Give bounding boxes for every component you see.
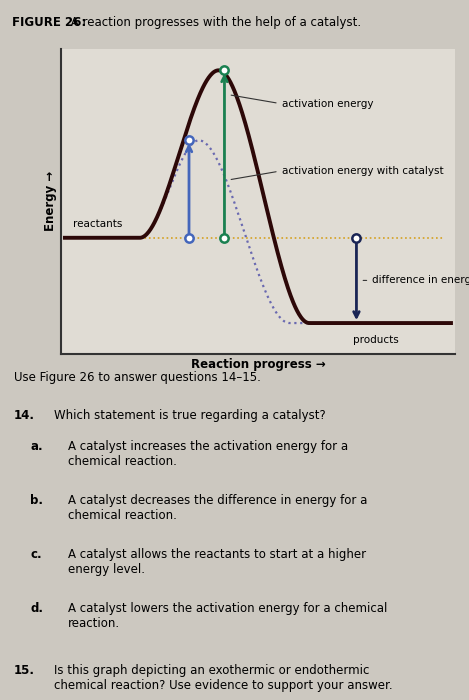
Text: Is this graph depicting an exothermic or endothermic
chemical reaction? Use evid: Is this graph depicting an exothermic or… — [54, 664, 393, 692]
Text: FIGURE 26:: FIGURE 26: — [12, 16, 86, 29]
Text: A catalyst increases the activation energy for a
chemical reaction.: A catalyst increases the activation ener… — [68, 440, 348, 468]
Text: activation energy: activation energy — [231, 95, 373, 108]
Text: difference in energy: difference in energy — [363, 275, 469, 286]
Text: A catalyst lowers the activation energy for a chemical
reaction.: A catalyst lowers the activation energy … — [68, 602, 387, 630]
X-axis label: Reaction progress →: Reaction progress → — [190, 358, 325, 371]
Text: activation energy with catalyst: activation energy with catalyst — [231, 166, 443, 179]
Text: A catalyst decreases the difference in energy for a
chemical reaction.: A catalyst decreases the difference in e… — [68, 494, 367, 522]
Text: d.: d. — [30, 602, 44, 615]
Text: products: products — [353, 335, 398, 345]
Text: 14.: 14. — [14, 410, 35, 422]
Text: a.: a. — [30, 440, 43, 453]
Text: c.: c. — [30, 548, 42, 561]
Y-axis label: Energy →: Energy → — [44, 171, 57, 232]
Text: Use Figure 26 to answer questions 14–15.: Use Figure 26 to answer questions 14–15. — [14, 371, 261, 384]
Text: reactants: reactants — [73, 218, 122, 229]
Text: b.: b. — [30, 494, 44, 508]
Text: A catalyst allows the reactants to start at a higher
energy level.: A catalyst allows the reactants to start… — [68, 548, 366, 576]
Text: 15.: 15. — [14, 664, 35, 677]
Text: A reaction progresses with the help of a catalyst.: A reaction progresses with the help of a… — [67, 16, 361, 29]
Text: Which statement is true regarding a catalyst?: Which statement is true regarding a cata… — [54, 410, 325, 422]
